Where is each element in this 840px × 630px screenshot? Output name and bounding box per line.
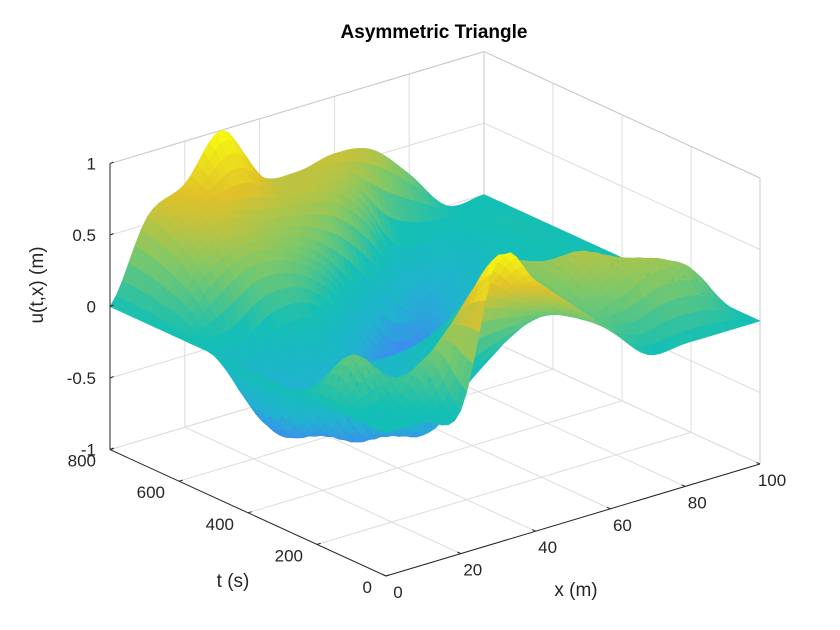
x-tick-mark xyxy=(756,461,761,465)
z-tick-mark xyxy=(109,376,114,379)
tick-labels: 0 20 40 60 80 100 0 200 400 600 800-1 -0.5 0 0.5 1 xyxy=(67,155,786,602)
x-tick-label: 60 xyxy=(613,516,632,535)
x-tick-mark xyxy=(606,506,611,510)
z-tick-mark xyxy=(109,161,114,165)
x-tick-label: 100 xyxy=(758,471,786,490)
z-axis-label: u(t,x) (m) xyxy=(27,246,48,323)
surface-plot xyxy=(109,129,761,443)
z-tick-label: -0.5 xyxy=(67,369,96,388)
t-tick-label: 200 xyxy=(275,546,303,565)
t-tick-mark xyxy=(385,574,390,577)
z-tick-label: 0 xyxy=(87,298,96,317)
t-tick-label: 800 xyxy=(68,452,96,471)
chart-title: Asymmetric Triangle xyxy=(341,22,528,43)
x-tick-mark xyxy=(681,484,686,487)
axes-layer xyxy=(109,161,761,577)
x-tick-label: 40 xyxy=(538,538,557,557)
t-tick-label: 400 xyxy=(206,515,234,534)
z-tick-label: -1 xyxy=(81,441,96,460)
t-tick-mark xyxy=(316,542,321,545)
z-tick-mark xyxy=(109,233,114,236)
y-axis-label: t (s) xyxy=(217,571,250,592)
t-tick-label: 0 xyxy=(363,578,372,597)
box-edge xyxy=(109,51,485,165)
t-tick-label: 600 xyxy=(137,483,165,502)
surface-facet xyxy=(747,318,761,324)
z-tick-mark xyxy=(109,304,114,308)
gridline-t-floor xyxy=(247,400,623,514)
z-tick-label: 0.5 xyxy=(72,226,96,245)
gridline-t-floor xyxy=(316,431,692,545)
x-tick-label: 20 xyxy=(463,561,482,580)
x-tick-label: 80 xyxy=(688,493,707,512)
t-tick-mark xyxy=(178,479,183,482)
x-tick-mark xyxy=(382,573,387,577)
z-tick-label: 1 xyxy=(87,155,96,174)
x-tick-mark xyxy=(457,551,462,555)
x-axis-line xyxy=(385,463,761,577)
x-tick-label: 0 xyxy=(393,583,402,602)
z-tick-mark xyxy=(109,447,114,451)
x-tick-mark xyxy=(531,529,536,532)
x-axis-label: x (m) xyxy=(554,580,597,601)
box-edge xyxy=(483,51,761,179)
t-tick-mark xyxy=(247,511,252,514)
